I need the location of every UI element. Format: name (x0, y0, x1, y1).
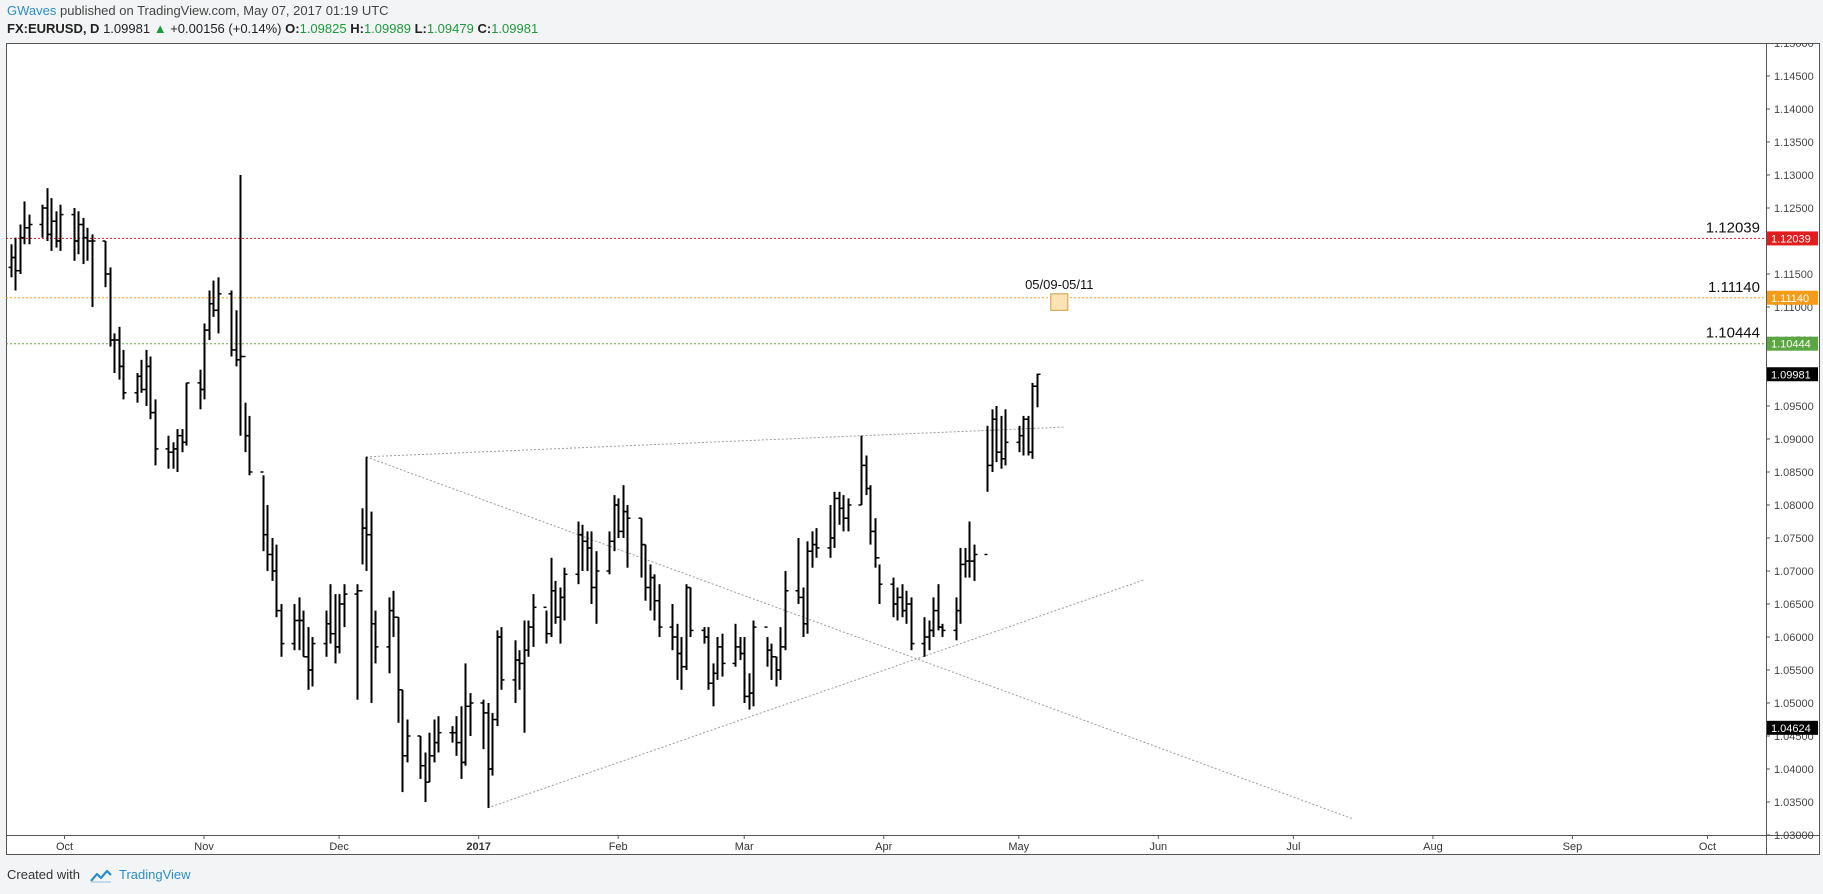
x-tick-label: Sep (1563, 841, 1583, 853)
level-label: 1.10444 (1706, 325, 1760, 342)
y-tick-label: 1.04000 (1774, 764, 1814, 776)
price-badge-text: 1.04624 (1771, 723, 1811, 735)
y-tick-label: 1.11000 (1774, 302, 1813, 314)
level-badge (1767, 290, 1818, 305)
price-badge (1767, 720, 1818, 735)
x-tick-label: May (1008, 841, 1029, 853)
x-tick-label: Oct (56, 841, 73, 853)
level-badge-text: 1.12039 (1771, 233, 1811, 245)
ohlc-chart[interactable]: 1.15000 1.14500 1.14000 1.13500 1.13000 1.125… (6, 43, 1820, 855)
low-value: 1.09479 (426, 21, 474, 36)
y-tick-label: 1.06000 (1774, 632, 1814, 644)
y-tick-label: 1.07000 (1774, 566, 1814, 578)
level-label: 1.12039 (1706, 219, 1760, 236)
y-tick-label: 1.03000 (1774, 830, 1814, 842)
tradingview-logo-icon (89, 869, 112, 883)
created-with-text: Created with (7, 867, 80, 882)
x-tick-label: Oct (1699, 841, 1716, 853)
chart-area[interactable]: 1.15000 1.14500 1.14000 1.13500 1.13000 1.125… (6, 43, 1820, 855)
x-tick-label: Jun (1149, 841, 1167, 853)
author-link[interactable]: GWaves (7, 3, 57, 18)
level-label: 1.11140 (1708, 279, 1760, 296)
y-tick-label: 1.06500 (1774, 599, 1814, 611)
y-tick-label: 1.05000 (1774, 698, 1814, 710)
y-tick-label: 1.12500 (1774, 203, 1814, 215)
x-tick-label: Aug (1423, 841, 1443, 853)
open-value: 1.09825 (299, 21, 347, 36)
x-tick-label: Nov (194, 841, 214, 853)
y-tick-label: 1.09500 (1774, 401, 1814, 413)
symbol-name: FX:EURUSD, D (7, 21, 100, 36)
y-tick-label: 1.13500 (1774, 137, 1814, 149)
y-tick-label: 1.14000 (1774, 104, 1814, 116)
y-tick-label: 1.15000 (1774, 43, 1814, 50)
publish-info: GWaves published on TradingView.com, May… (7, 3, 389, 18)
x-tick-label: Feb (609, 841, 628, 853)
tradingview-link[interactable]: TradingView (119, 867, 191, 882)
y-tick-label: 1.08500 (1774, 467, 1814, 479)
low-label: L: (414, 21, 427, 36)
y-tick-label: 1.11500 (1774, 269, 1813, 281)
published-text: published on TradingView.com, May 07, 20… (59, 3, 389, 18)
high-label: H: (350, 21, 364, 36)
trendline (365, 456, 1353, 819)
y-tick-label: 1.13000 (1774, 170, 1814, 182)
symbol-info: FX:EURUSD, D 1.09981 ▲ +0.00156 (+0.14%)… (7, 21, 538, 36)
time-window-box (1050, 293, 1069, 311)
up-arrow-icon: ▲ (153, 21, 167, 36)
x-tick-label: Dec (329, 841, 349, 853)
x-tick-label: Jul (1286, 841, 1300, 853)
chart-border (6, 43, 1820, 855)
price-badge-text: 1.09981 (1771, 369, 1811, 381)
level-badge (1767, 336, 1818, 351)
open-label: O: (285, 21, 300, 36)
level-badge (1767, 231, 1818, 246)
trendline (366, 426, 1064, 458)
x-tick-label: Mar (735, 841, 754, 853)
y-tick-label: 1.05500 (1774, 665, 1814, 677)
y-tick-label: 1.14500 (1774, 71, 1814, 83)
y-tick-label: 1.09000 (1774, 434, 1814, 446)
trendline (487, 579, 1145, 809)
x-tick-label: Apr (875, 841, 892, 853)
x-tick-label: 2017 (466, 841, 490, 853)
y-tick-label: 1.08000 (1774, 500, 1814, 512)
footer: Created with TradingView (7, 867, 191, 883)
y-tick-label: 1.03500 (1774, 797, 1814, 809)
high-value: 1.09989 (363, 21, 411, 36)
level-badge-text: 1.11140 (1771, 293, 1809, 305)
price-badge (1767, 367, 1818, 382)
time-window-label: 05/09-05/11 (1025, 277, 1093, 292)
level-badge-text: 1.10444 (1771, 339, 1811, 351)
close-value: 1.09981 (491, 21, 539, 36)
price-change: +0.00156 (+0.14%) (170, 21, 282, 36)
close-label: C: (477, 21, 492, 36)
last-price: 1.09981 (103, 21, 151, 36)
y-tick-label: 1.07500 (1774, 533, 1814, 545)
